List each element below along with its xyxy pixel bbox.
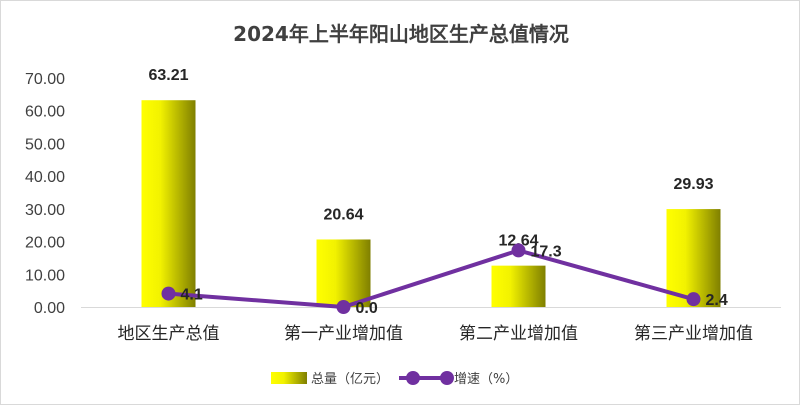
legend-line-marker bbox=[440, 371, 454, 385]
legend-line-label: 增速（%） bbox=[454, 372, 518, 387]
y-tick-label: 0.00 bbox=[34, 300, 65, 317]
y-tick-label: 60.00 bbox=[25, 104, 65, 121]
x-category-label: 第一产业增加值 bbox=[284, 324, 403, 344]
x-category-label: 第三产业增加值 bbox=[634, 324, 753, 344]
y-tick-label: 20.00 bbox=[25, 235, 65, 252]
x-category-label: 第二产业增加值 bbox=[459, 324, 578, 344]
bar-value-label: 12.64 bbox=[498, 233, 538, 250]
legend-bar-swatch bbox=[271, 372, 307, 384]
bar bbox=[666, 209, 721, 307]
growth-line bbox=[168, 248, 695, 309]
bar bbox=[316, 239, 371, 307]
growth-value-label: 17.3 bbox=[531, 243, 562, 260]
growth-point bbox=[511, 243, 526, 258]
y-tick-label: 30.00 bbox=[25, 202, 65, 219]
chart-title: 2024年上半年阳山地区生产总值情况 bbox=[233, 22, 569, 46]
x-category-label: 地区生产总值 bbox=[118, 324, 220, 344]
y-tick-label: 50.00 bbox=[25, 136, 65, 153]
growth-value-label: 4.1 bbox=[181, 287, 203, 304]
growth-point bbox=[686, 292, 701, 307]
growth-point bbox=[336, 300, 351, 314]
bar bbox=[491, 265, 546, 307]
y-tick-label: 10.00 bbox=[25, 267, 65, 284]
legend-line-marker bbox=[406, 371, 420, 385]
legend-bar-label: 总量（亿元） bbox=[311, 372, 389, 387]
bar-value-label: 29.93 bbox=[673, 176, 713, 193]
bar-value-label: 63.21 bbox=[148, 67, 188, 84]
growth-value-label: 2.4 bbox=[706, 292, 728, 309]
y-tick-label: 70.00 bbox=[25, 71, 65, 88]
growth-value-label: 0.0 bbox=[356, 300, 378, 317]
y-tick-label: 40.00 bbox=[25, 169, 65, 186]
bar-value-label: 20.64 bbox=[323, 206, 363, 223]
bar bbox=[141, 100, 196, 307]
growth-point bbox=[161, 286, 176, 301]
